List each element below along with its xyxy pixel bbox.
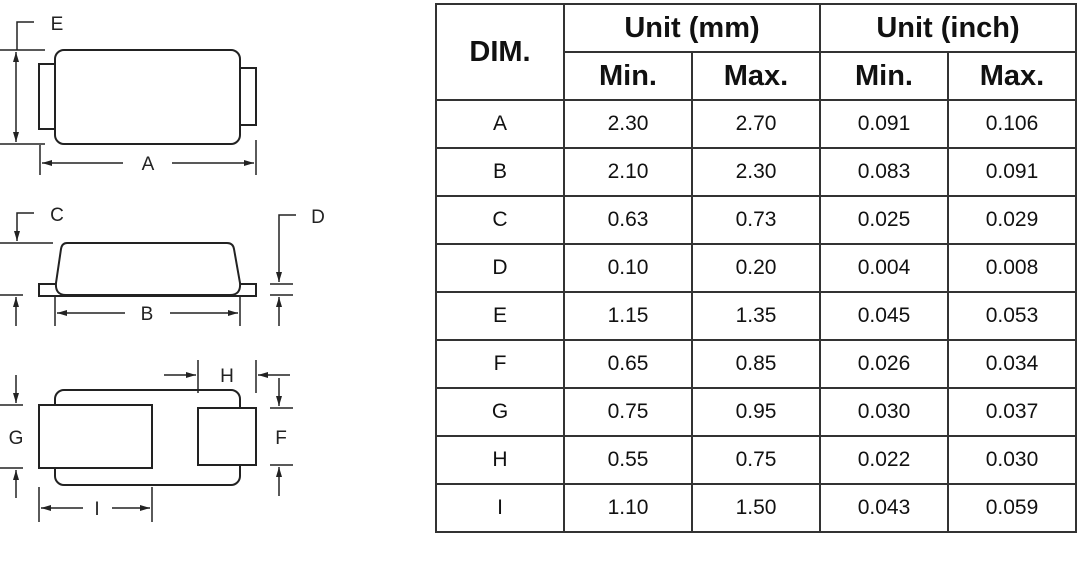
unit-inch-header: Unit (inch)	[819, 3, 1077, 53]
dim-cell: G	[435, 387, 565, 437]
label-b: B	[141, 304, 154, 325]
table-row: G 0.75 0.95 0.030 0.037	[435, 387, 1077, 437]
dim-cell: A	[435, 99, 565, 149]
inch-max-cell: 0.034	[947, 339, 1077, 389]
dim-cell: F	[435, 339, 565, 389]
inch-max-header: Max.	[947, 51, 1077, 101]
mm-max-cell: 0.85	[691, 339, 821, 389]
mm-max-cell: 2.70	[691, 99, 821, 149]
dim-header: DIM.	[435, 3, 565, 101]
dim-cell: D	[435, 243, 565, 293]
bottom-view	[0, 360, 293, 522]
mm-min-cell: 0.75	[563, 387, 693, 437]
inch-min-header: Min.	[819, 51, 949, 101]
package-outline-drawing: E A C D B H G F I	[0, 14, 325, 522]
mm-max-cell: 0.95	[691, 387, 821, 437]
inch-max-cell: 0.091	[947, 147, 1077, 197]
unit-mm-header: Unit (mm)	[563, 3, 821, 53]
label-c: C	[50, 205, 64, 226]
dimensions-table: DIM. Unit (mm) Unit (inch) Min. Max. Min…	[435, 3, 1077, 533]
mm-min-cell: 0.10	[563, 243, 693, 293]
table-row: E 1.15 1.35 0.045 0.053	[435, 291, 1077, 341]
inch-max-cell: 0.037	[947, 387, 1077, 437]
mm-max-cell: 0.73	[691, 195, 821, 245]
dim-cell: B	[435, 147, 565, 197]
mm-max-cell: 1.50	[691, 483, 821, 533]
label-g: G	[9, 428, 24, 449]
inch-max-cell: 0.053	[947, 291, 1077, 341]
mm-max-cell: 0.75	[691, 435, 821, 485]
mm-min-cell: 2.30	[563, 99, 693, 149]
mm-min-cell: 2.10	[563, 147, 693, 197]
inch-min-cell: 0.030	[819, 387, 949, 437]
table-row: D 0.10 0.20 0.004 0.008	[435, 243, 1077, 293]
label-d: D	[311, 207, 325, 228]
inch-min-cell: 0.043	[819, 483, 949, 533]
mm-max-header: Max.	[691, 51, 821, 101]
label-a: A	[142, 154, 155, 175]
inch-min-cell: 0.091	[819, 99, 949, 149]
inch-min-cell: 0.083	[819, 147, 949, 197]
mm-min-cell: 0.63	[563, 195, 693, 245]
mm-max-cell: 2.30	[691, 147, 821, 197]
top-view	[0, 21, 257, 175]
inch-min-cell: 0.026	[819, 339, 949, 389]
table-row: I 1.10 1.50 0.043 0.059	[435, 483, 1077, 533]
inch-max-cell: 0.106	[947, 99, 1077, 149]
inch-max-cell: 0.059	[947, 483, 1077, 533]
inch-min-cell: 0.004	[819, 243, 949, 293]
mm-min-cell: 1.15	[563, 291, 693, 341]
mm-min-cell: 1.10	[563, 483, 693, 533]
inch-min-cell: 0.025	[819, 195, 949, 245]
mm-max-cell: 0.20	[691, 243, 821, 293]
inch-max-cell: 0.029	[947, 195, 1077, 245]
inch-min-cell: 0.045	[819, 291, 949, 341]
mm-max-cell: 1.35	[691, 291, 821, 341]
label-h: H	[220, 366, 234, 387]
dim-cell: E	[435, 291, 565, 341]
mm-min-cell: 0.55	[563, 435, 693, 485]
label-i: I	[94, 499, 99, 520]
side-view	[0, 212, 296, 326]
mm-min-cell: 0.65	[563, 339, 693, 389]
table-row: B 2.10 2.30 0.083 0.091	[435, 147, 1077, 197]
table-row: C 0.63 0.73 0.025 0.029	[435, 195, 1077, 245]
dim-cell: C	[435, 195, 565, 245]
label-f: F	[275, 428, 287, 449]
table-row: A 2.30 2.70 0.091 0.106	[435, 99, 1077, 149]
dim-cell: I	[435, 483, 565, 533]
table-row: H 0.55 0.75 0.022 0.030	[435, 435, 1077, 485]
inch-max-cell: 0.030	[947, 435, 1077, 485]
table-row: F 0.65 0.85 0.026 0.034	[435, 339, 1077, 389]
mm-min-header: Min.	[563, 51, 693, 101]
inch-min-cell: 0.022	[819, 435, 949, 485]
inch-max-cell: 0.008	[947, 243, 1077, 293]
dim-cell: H	[435, 435, 565, 485]
label-e: E	[51, 14, 64, 35]
